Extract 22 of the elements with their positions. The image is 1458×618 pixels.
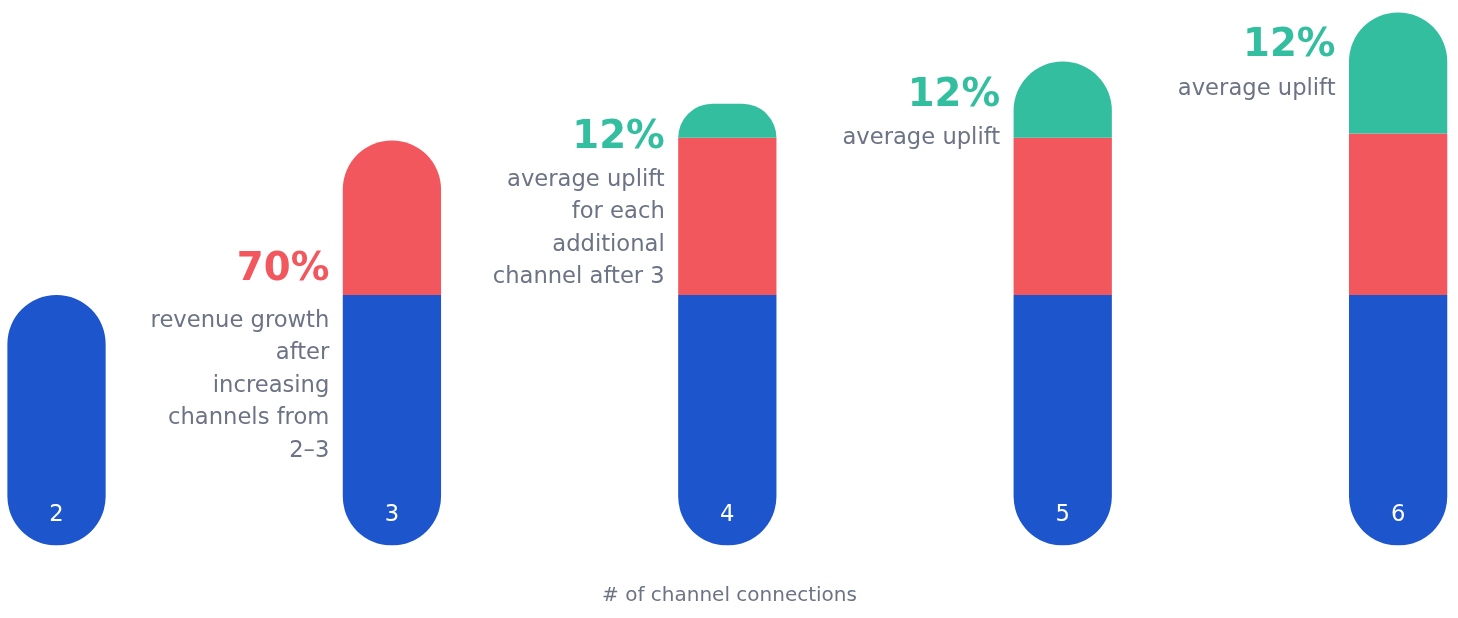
bar — [1348, 294, 1448, 546]
annotation: 12% — [907, 69, 1001, 115]
annotation: 70% — [236, 243, 330, 289]
bar — [1013, 137, 1112, 295]
x-tick-label: 6 — [1390, 499, 1406, 526]
annotation: average uplift — [842, 122, 1001, 149]
bar — [1013, 294, 1112, 546]
x-tick-label: 5 — [1055, 499, 1070, 526]
bar — [342, 294, 442, 546]
annotation: 12% — [572, 111, 665, 157]
x-axis-title: # of channel connections — [602, 581, 857, 606]
x-tick-label: 2 — [49, 499, 64, 526]
x-tick-label: 3 — [384, 499, 400, 526]
annotation: average uplift — [1177, 73, 1336, 100]
bar — [1348, 133, 1448, 295]
x-tick-label: 4 — [720, 499, 735, 526]
annotation: average uplift for each additional channel after 3 — [492, 164, 665, 289]
bar — [678, 294, 777, 546]
annotation: revenue growth after increasing channels from 2–3 — [150, 305, 331, 462]
bar — [342, 140, 442, 295]
annotation: 12% — [1243, 20, 1336, 66]
bar — [678, 137, 777, 295]
